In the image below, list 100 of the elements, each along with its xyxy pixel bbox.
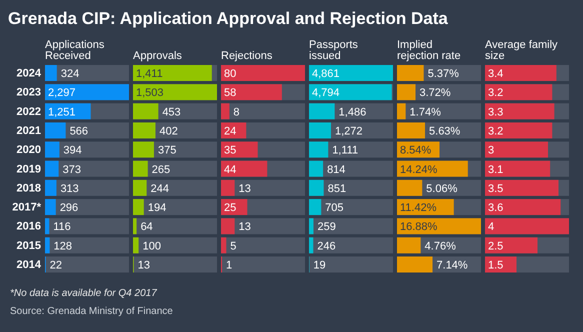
data-label: 8 — [233, 106, 240, 118]
y-tick-label: 2022 — [16, 106, 41, 118]
bar — [309, 103, 335, 120]
data-label: 375 — [158, 144, 176, 157]
data-label: 814 — [327, 164, 346, 176]
data-label: 116 — [53, 221, 71, 234]
y-tick-label: 2020 — [16, 144, 41, 156]
data-label: 3 — [488, 144, 494, 157]
x-axis-title: Average family size — [485, 39, 558, 62]
data-label: 22 — [50, 260, 62, 272]
data-label: 265 — [152, 164, 170, 176]
bar — [309, 180, 324, 196]
data-label: 3.2 — [488, 87, 504, 100]
data-label: 100 — [142, 240, 161, 252]
data-label: 194 — [148, 202, 166, 214]
text: *No data is available for Q4 2017 — [10, 288, 158, 299]
bar — [133, 103, 158, 120]
data-label: 80 — [224, 68, 236, 80]
y-tick-label: 2021 — [16, 124, 41, 137]
data-label: 3.2 — [488, 125, 504, 138]
y-tick-label: 2015 — [16, 240, 41, 252]
bar — [133, 237, 139, 254]
bar — [309, 218, 314, 234]
data-label: 13 — [138, 260, 150, 272]
data-label: 128 — [54, 240, 72, 252]
data-label: 373 — [62, 164, 81, 176]
y-tick-label: 2024 — [16, 68, 42, 80]
bar — [309, 160, 324, 177]
data-label: 25 — [224, 202, 236, 214]
data-label: 324 — [60, 68, 80, 80]
data-label: 244 — [150, 182, 169, 195]
bar — [45, 180, 56, 196]
data-label: 58 — [224, 87, 236, 100]
data-label: 4,794 — [312, 87, 340, 100]
bar — [221, 218, 235, 234]
data-label: 2,297 — [48, 87, 76, 100]
data-label: 5.06% — [426, 182, 458, 195]
data-label: 394 — [63, 144, 82, 157]
data-label: 2.5 — [488, 240, 504, 252]
data-label: 5.63% — [429, 125, 460, 138]
data-label: 296 — [60, 202, 78, 214]
data-label: 246 — [317, 240, 336, 252]
y-tick-label: 2023 — [16, 86, 41, 99]
x-axis-title: Passports issued — [309, 39, 358, 62]
bar — [397, 103, 406, 120]
bar — [221, 237, 226, 254]
data-label: 8.54% — [400, 144, 432, 157]
bar — [45, 160, 59, 177]
bar — [45, 218, 50, 234]
x-axis-title: Applications Received — [45, 39, 105, 62]
bar — [133, 180, 147, 196]
bar — [221, 180, 235, 196]
bar — [45, 199, 56, 216]
data-label: 14.24% — [400, 164, 438, 176]
data-label: 1,503 — [136, 87, 164, 100]
data-label: 64 — [140, 221, 153, 234]
data-label: 3.5 — [488, 182, 504, 195]
data-label: 566 — [70, 125, 88, 138]
bar — [133, 218, 137, 234]
y-tick-label: 2018 — [16, 182, 41, 194]
data-label: 1,486 — [338, 106, 366, 118]
data-label: 11.42% — [400, 202, 437, 214]
data-label: 44 — [224, 164, 236, 176]
bar — [309, 142, 328, 158]
source-note: Source: Grenada Ministry of Finance — [10, 306, 174, 317]
data-label: 3.4 — [488, 68, 504, 80]
bar — [221, 103, 230, 120]
data-label: 259 — [317, 221, 336, 234]
bar — [133, 199, 144, 216]
data-label: 851 — [328, 182, 346, 195]
bar — [397, 84, 416, 100]
text: Grenada CIP: Application Approval and Rejection Data — [8, 9, 448, 28]
data-label: 4,861 — [312, 68, 340, 80]
bar — [45, 142, 60, 158]
data-label: 402 — [159, 125, 178, 138]
data-label: 313 — [60, 182, 79, 195]
bar — [309, 237, 314, 254]
x-axis-title: Rejections — [221, 50, 273, 62]
data-label: 13 — [238, 221, 251, 234]
data-label: 5 — [230, 240, 236, 252]
data-label: 453 — [162, 106, 181, 118]
bar — [309, 199, 322, 216]
data-label: 4 — [488, 221, 494, 234]
y-tick-label: 2019 — [16, 163, 41, 176]
data-label: 7.14% — [436, 260, 468, 272]
data-label: 1,111 — [332, 144, 358, 157]
data-label: 13 — [238, 182, 251, 195]
data-label: 1.74% — [410, 106, 442, 118]
data-label: 19 — [313, 260, 326, 272]
data-label: 3.1 — [488, 164, 504, 176]
data-label: 3.72% — [420, 87, 451, 100]
y-tick-label: 2017* — [12, 202, 42, 214]
data-label: 1,251 — [48, 106, 76, 118]
bar — [45, 237, 50, 254]
data-label: 16.88% — [400, 221, 438, 234]
data-label: 1.5 — [488, 260, 504, 272]
data-label: 1,272 — [334, 125, 363, 138]
data-label: 705 — [325, 202, 344, 214]
x-axis-title: Approvals — [133, 50, 182, 62]
bar — [45, 65, 57, 81]
